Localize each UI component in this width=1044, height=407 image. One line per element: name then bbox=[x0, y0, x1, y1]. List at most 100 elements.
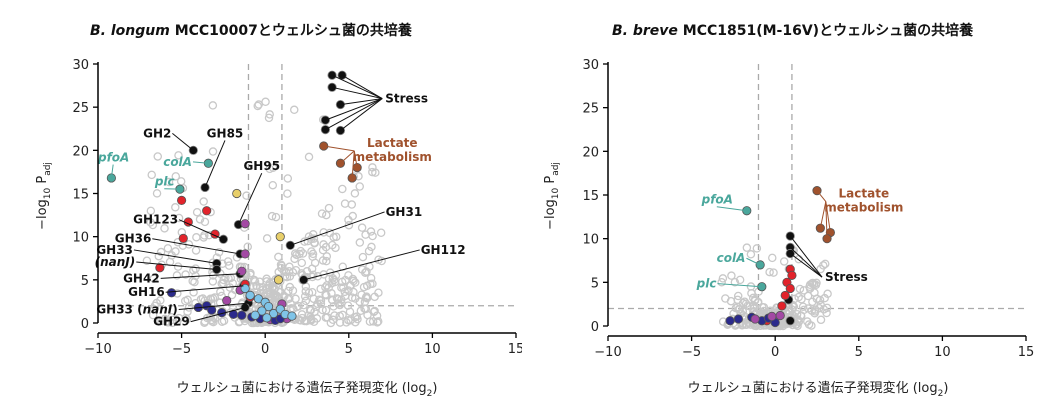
lactate-leader bbox=[825, 201, 828, 239]
highlighted-gene-lightblue bbox=[250, 310, 260, 320]
gene-point bbox=[816, 315, 826, 325]
leader-line bbox=[165, 285, 244, 293]
gene-point bbox=[156, 247, 166, 257]
gene-point bbox=[181, 270, 190, 279]
gene-point bbox=[254, 100, 263, 109]
gene-point bbox=[347, 200, 357, 209]
gene-point bbox=[208, 147, 218, 156]
gene-point bbox=[265, 110, 274, 119]
gene-point bbox=[308, 230, 318, 239]
gene-point bbox=[350, 294, 360, 303]
gene-point bbox=[290, 105, 299, 115]
gene-point bbox=[361, 268, 370, 277]
gene-point bbox=[348, 211, 357, 221]
y-tick-label: 25 bbox=[72, 101, 89, 116]
gene-label: GH42 bbox=[123, 271, 160, 285]
leader-line bbox=[303, 249, 420, 281]
gene-point bbox=[727, 271, 736, 280]
highlighted-gene-red bbox=[787, 270, 797, 280]
gene-point bbox=[200, 318, 209, 327]
gene-point bbox=[304, 232, 314, 241]
gene-point bbox=[334, 294, 343, 304]
highlighted-gene-black bbox=[240, 302, 250, 313]
gene-point bbox=[184, 303, 194, 312]
lactate-label-2: metabolism bbox=[353, 150, 432, 164]
gene-point bbox=[191, 264, 200, 273]
stress-leader bbox=[325, 98, 383, 121]
gene-point bbox=[149, 274, 159, 283]
highlighted-gene-lightblue bbox=[245, 290, 255, 300]
gene-point bbox=[224, 261, 234, 270]
y-axis-label: −log10 Padj bbox=[35, 162, 53, 230]
highlighted-gene-yellow bbox=[275, 232, 285, 242]
gene-point bbox=[285, 262, 294, 272]
gene-point bbox=[342, 318, 351, 327]
leader-line bbox=[192, 161, 209, 164]
gene-label: GH112 bbox=[421, 243, 466, 257]
gene-point bbox=[307, 264, 317, 273]
gene-point bbox=[335, 318, 345, 327]
gene-point bbox=[747, 289, 756, 298]
gene-label: colA bbox=[717, 251, 746, 265]
y-tick-label: 15 bbox=[72, 188, 89, 203]
gene-point bbox=[355, 182, 364, 191]
gene-point bbox=[361, 230, 370, 239]
gene-label: colA bbox=[163, 155, 192, 169]
gene-label: GH29 bbox=[153, 315, 190, 329]
gene-point bbox=[321, 242, 331, 252]
gene-label: GH31 bbox=[386, 205, 423, 219]
gene-point bbox=[200, 231, 209, 240]
gene-point bbox=[208, 277, 218, 286]
y-tick-label: 25 bbox=[582, 102, 599, 117]
gene-point bbox=[746, 250, 756, 259]
gene-point bbox=[174, 213, 184, 223]
gene-point bbox=[366, 227, 376, 236]
gene-point bbox=[271, 212, 281, 222]
gene-point bbox=[147, 170, 156, 180]
gene-point bbox=[765, 267, 774, 277]
gene-point bbox=[276, 260, 286, 269]
highlighted-gene-red bbox=[777, 301, 787, 311]
y-tick-label: 20 bbox=[72, 144, 89, 159]
leader-line bbox=[172, 132, 194, 151]
gene-point bbox=[355, 238, 365, 247]
gene-point bbox=[285, 282, 295, 292]
leader-line bbox=[110, 164, 114, 179]
gene-point bbox=[344, 315, 353, 325]
gene-point bbox=[196, 294, 206, 304]
highlighted-gene-lightblue bbox=[287, 311, 297, 321]
gene-point bbox=[171, 203, 180, 212]
gene-point bbox=[367, 242, 376, 252]
gene-point bbox=[769, 268, 778, 277]
stress-leader bbox=[789, 247, 823, 278]
x-tick-label: −5 bbox=[682, 345, 701, 360]
gene-point bbox=[158, 316, 167, 326]
highlighted-gene-yellow bbox=[273, 275, 284, 285]
gene-point bbox=[733, 295, 742, 305]
gene-point bbox=[322, 281, 332, 290]
gene-point bbox=[199, 197, 208, 206]
gene-point bbox=[319, 270, 328, 279]
y-tick-label: 15 bbox=[582, 189, 599, 204]
gene-label: pfoA bbox=[97, 151, 129, 165]
panel-2-title: B. breve MCC1851(M-16V)とウェルシュ菌の共培養 bbox=[612, 20, 973, 40]
gene-point bbox=[370, 306, 379, 316]
x-tick-label: 0 bbox=[261, 342, 269, 357]
gene-point bbox=[192, 207, 202, 217]
leader-line bbox=[178, 219, 224, 240]
gene-point bbox=[284, 266, 294, 276]
highlighted-gene-black bbox=[320, 115, 330, 125]
gene-point bbox=[255, 283, 265, 292]
gene-point bbox=[752, 244, 762, 253]
y-tick-label: 5 bbox=[81, 274, 89, 289]
lactate-leader bbox=[825, 201, 831, 233]
highlighted-gene-black bbox=[327, 70, 337, 80]
stress-leader bbox=[331, 86, 383, 100]
gene-point bbox=[191, 246, 201, 255]
gene-point bbox=[285, 272, 295, 281]
gene-point bbox=[200, 217, 210, 227]
gene-point bbox=[298, 249, 308, 258]
y-tick-label: 10 bbox=[582, 233, 599, 248]
x-tick-label: 15 bbox=[508, 342, 522, 357]
